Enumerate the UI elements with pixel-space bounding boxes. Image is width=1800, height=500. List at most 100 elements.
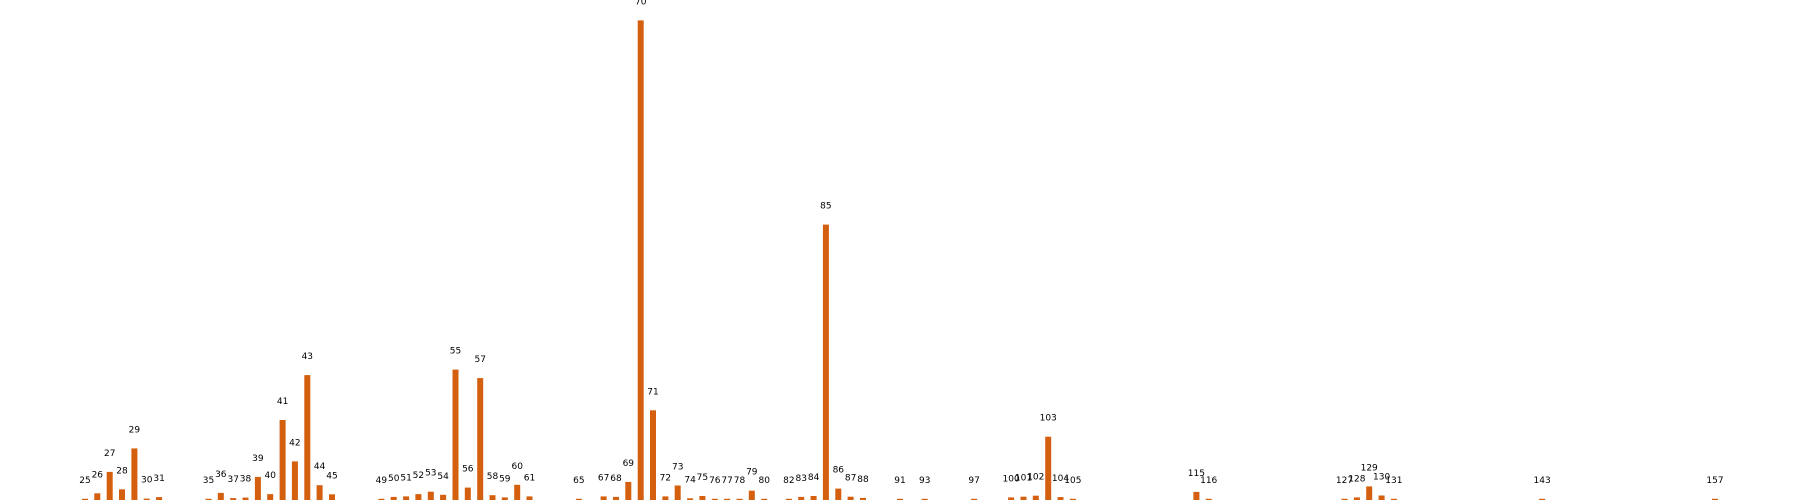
bar-label-54: 54 (437, 472, 449, 482)
bars-group (82, 20, 1718, 500)
bar-label-60: 60 (511, 462, 523, 472)
bar-87 (847, 496, 854, 500)
bar-label-29: 29 (129, 425, 141, 435)
bar-label-67: 67 (598, 473, 609, 483)
bar-91 (897, 498, 903, 500)
bar-35 (205, 498, 212, 500)
bar-label-143: 143 (1534, 476, 1551, 486)
bar-label-88: 88 (857, 475, 869, 485)
bar-label-116: 116 (1200, 476, 1217, 486)
bar-label-97: 97 (968, 476, 979, 486)
bar-label-56: 56 (462, 465, 474, 475)
bar-59 (501, 497, 508, 500)
bar-131 (1390, 498, 1397, 500)
bar-label-42: 42 (289, 438, 300, 448)
bar-69 (625, 481, 632, 500)
bar-44 (316, 485, 323, 500)
bar-label-130: 130 (1373, 473, 1390, 483)
bar-68 (613, 496, 619, 500)
bar-label-157: 157 (1706, 476, 1723, 486)
bar-label-30: 30 (141, 476, 153, 486)
bar-80 (761, 498, 768, 500)
bar-label-61: 61 (524, 473, 535, 483)
bar-label-100: 100 (1003, 474, 1020, 484)
bar-label-73: 73 (672, 463, 683, 473)
bar-58 (489, 495, 496, 500)
bar-label-41: 41 (277, 397, 288, 407)
bar-label-69: 69 (623, 459, 635, 469)
bar-37 (230, 498, 237, 500)
bar-93 (921, 498, 928, 500)
bar-25 (82, 498, 88, 500)
bar-83 (798, 496, 805, 500)
bar-52 (415, 494, 422, 500)
bar-label-82: 82 (783, 476, 794, 486)
bar-label-45: 45 (326, 471, 337, 481)
bar-label-44: 44 (314, 462, 326, 472)
bar-79 (748, 490, 755, 500)
bar-label-65: 65 (573, 476, 584, 486)
bar-label-91: 91 (894, 476, 905, 486)
bar-label-87: 87 (845, 474, 856, 484)
bar-label-40: 40 (264, 471, 276, 481)
bar-30 (143, 498, 150, 500)
bar-100 (1008, 497, 1015, 500)
bar-28 (119, 489, 125, 500)
bar-label-55: 55 (450, 347, 461, 357)
bar-label-128: 128 (1348, 474, 1365, 484)
bar-43 (304, 375, 311, 500)
bar-label-51: 51 (400, 473, 411, 483)
bar-71 (650, 410, 656, 500)
bar-label-83: 83 (795, 474, 806, 484)
bar-41 (279, 420, 286, 500)
bar-29 (131, 448, 138, 500)
bar-label-75: 75 (697, 473, 708, 483)
bar-116 (1205, 498, 1212, 500)
bar-label-35: 35 (203, 476, 214, 486)
bar-75 (699, 496, 706, 500)
bar-104 (1057, 497, 1064, 500)
bar-label-103: 103 (1040, 414, 1057, 424)
bar-56 (464, 487, 471, 500)
bar-77 (724, 498, 731, 500)
bar-label-72: 72 (660, 473, 671, 483)
bar-label-105: 105 (1064, 476, 1081, 486)
bar-label-129: 129 (1361, 463, 1378, 473)
bar-97 (971, 498, 978, 500)
bar-38 (242, 497, 249, 500)
bar-label-115: 115 (1188, 469, 1205, 479)
bar-39 (254, 476, 261, 500)
bar-50 (390, 496, 397, 500)
bar-57 (477, 378, 484, 500)
bar-label-101: 101 (1015, 474, 1032, 484)
bar-label-58: 58 (487, 472, 499, 482)
bar-label-104: 104 (1052, 474, 1069, 484)
bar-label-28: 28 (116, 466, 128, 476)
bar-86 (835, 488, 842, 500)
bar-36 (217, 492, 224, 500)
bar-label-85: 85 (820, 202, 831, 212)
bar-70 (637, 20, 644, 500)
bar-label-53: 53 (425, 469, 436, 479)
bar-84 (810, 496, 817, 500)
bar-51 (403, 496, 410, 500)
bar-88 (860, 497, 866, 500)
bar-label-84: 84 (808, 473, 820, 483)
bar-label-78: 78 (734, 476, 746, 486)
bar-label-37: 37 (227, 475, 238, 485)
bar-45 (329, 494, 335, 500)
bar-40 (267, 494, 274, 500)
bar-128 (1353, 497, 1360, 500)
bar-label-36: 36 (215, 470, 227, 480)
bar-label-27: 27 (104, 449, 115, 459)
bar-label-57: 57 (474, 355, 485, 365)
bar-42 (291, 461, 298, 500)
bar-61 (526, 496, 533, 500)
bar-127 (1341, 498, 1348, 500)
bar-157 (1712, 498, 1718, 500)
bar-label-93: 93 (919, 476, 930, 486)
bar-105 (1069, 498, 1076, 500)
bar-78 (736, 498, 743, 500)
